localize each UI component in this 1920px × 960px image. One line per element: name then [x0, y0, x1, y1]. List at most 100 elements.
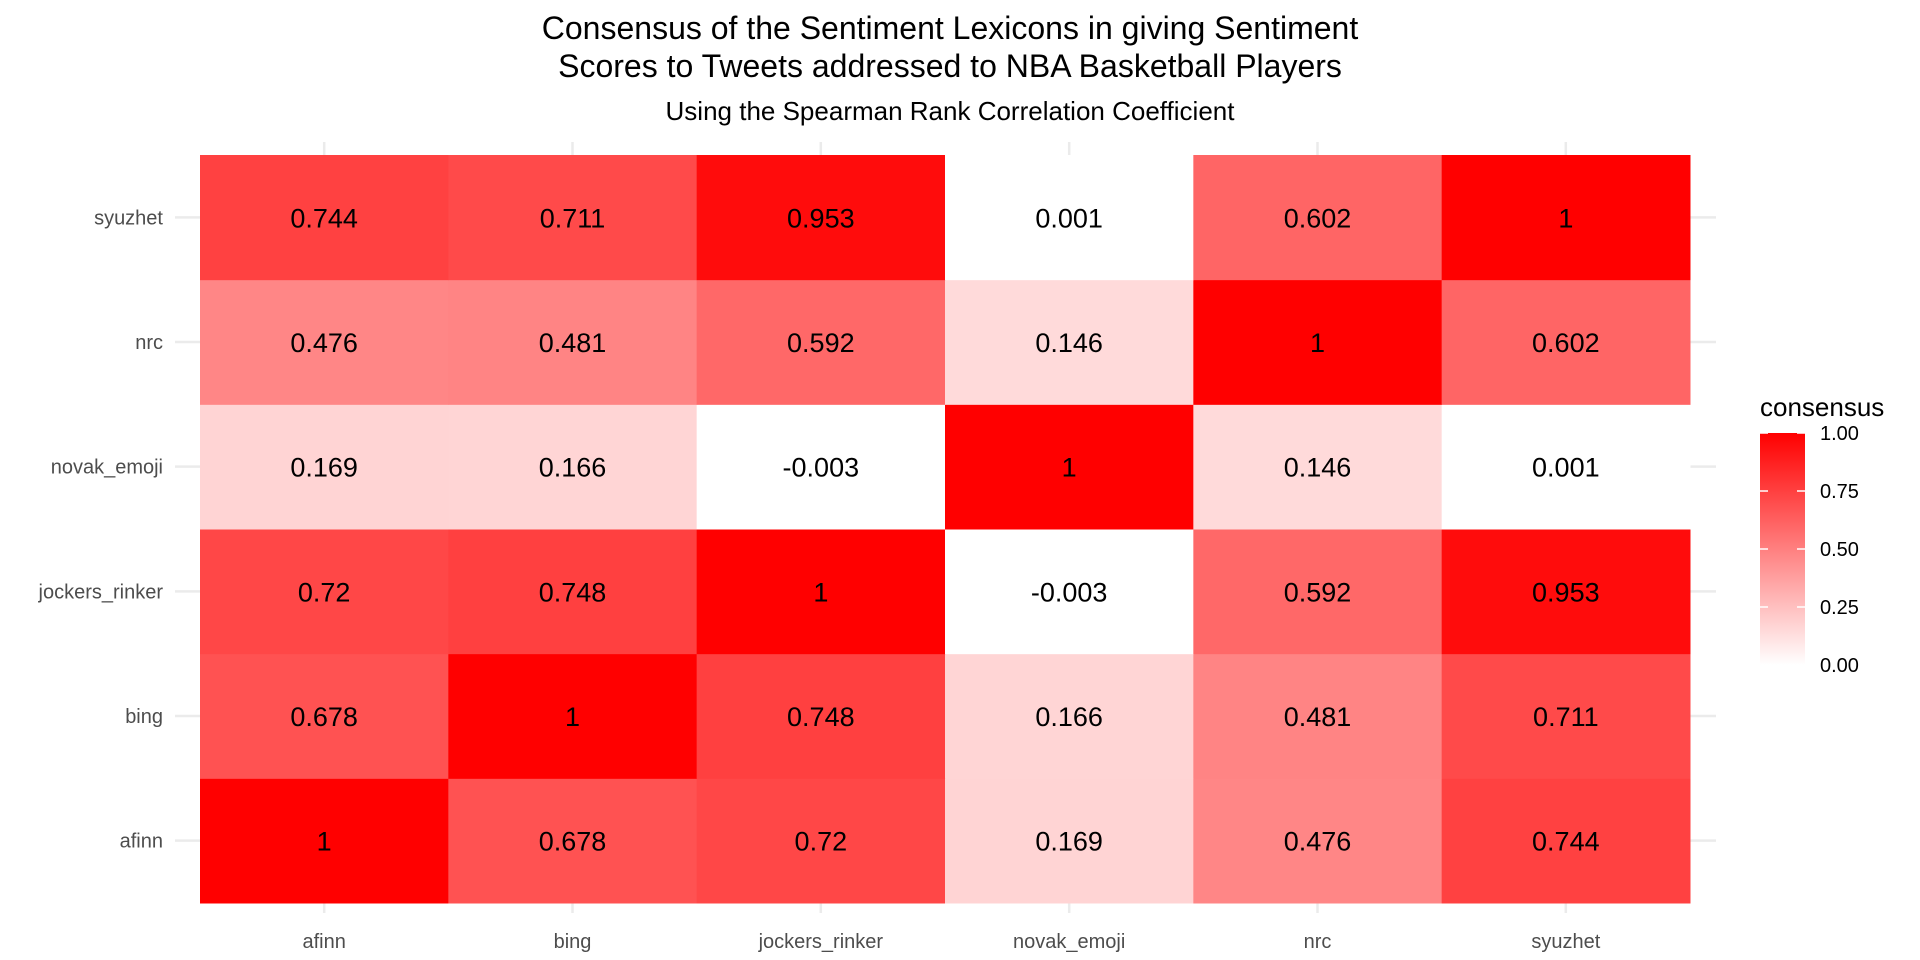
heatmap-cell-jockers_rinker-syuzhet [1441, 529, 1691, 655]
heatmap-cell-nrc-bing [448, 279, 698, 405]
heatmap-cell-label: 1 [1558, 203, 1573, 233]
heatmap-cell-label: 0.953 [787, 203, 855, 233]
heatmap-cell-jockers_rinker-novak_emoji [945, 529, 1194, 655]
heatmap-cell-label: 0.678 [290, 702, 358, 732]
heatmap-cell-label: 1 [1062, 453, 1077, 483]
heatmap-cell-novak_emoji-syuzhet [1441, 404, 1691, 530]
heatmap-cell-syuzhet-afinn [200, 155, 449, 281]
heatmap-cell-label: 1 [1310, 328, 1325, 358]
chart-title-line-2: Scores to Tweets addressed to NBA Basket… [558, 48, 1342, 84]
heatmap-cell-nrc-nrc [1193, 279, 1443, 405]
heatmap-cell-nrc-novak_emoji [945, 279, 1194, 405]
heatmap-cell-label: 0.953 [1532, 577, 1600, 607]
heatmap-cell-label: 0.169 [290, 453, 358, 483]
x-axis-tick-labels: afinn bing jockers_rinker novak_emoji nrc syu… [302, 931, 1600, 953]
heatmap-cell-label: 0.001 [1532, 453, 1600, 483]
heatmap-cell-bing-jockers_rinker [696, 653, 946, 779]
heatmap-cell-nrc-afinn [200, 279, 449, 405]
heatmap-cell-label: 0.744 [1532, 827, 1600, 857]
x-tick-label-afinn: afinn [302, 931, 345, 953]
heatmap-cell-label: 0.748 [539, 577, 607, 607]
y-tick-label-jockers_rinker: jockers_rinker [38, 581, 164, 603]
heatmap-cell-label: -0.003 [1031, 577, 1108, 607]
heatmap-cell-novak_emoji-jockers_rinker [696, 404, 946, 530]
x-tick-label-bing: bing [554, 931, 592, 953]
heatmap-cell-label: 0.72 [298, 577, 351, 607]
chart-subtitle: Using the Spearman Rank Correlation Coef… [666, 96, 1236, 126]
heatmap-cell-nrc-syuzhet [1441, 279, 1691, 405]
heatmap-cell-labels: 1 0.678 0.72 0.169 0.476 0.744 0.678 1 0.748 0.16… [290, 203, 1599, 856]
heatmap-cell-bing-nrc [1193, 653, 1443, 779]
heatmap-cell-label: 0.166 [1035, 702, 1103, 732]
heatmap-cell-syuzhet-syuzhet [1441, 155, 1691, 281]
heatmap-cell-jockers_rinker-nrc [1193, 529, 1443, 655]
x-tick-label-syuzhet: syuzhet [1531, 931, 1600, 953]
heatmap-cell-syuzhet-novak_emoji [945, 155, 1194, 281]
heatmap-cell-novak_emoji-afinn [200, 404, 449, 530]
heatmap-cell-label: 0.592 [787, 328, 855, 358]
heatmap-cell-afinn-novak_emoji [945, 778, 1194, 904]
heatmap-cell-afinn-syuzhet [1441, 778, 1691, 904]
heatmap-cell-jockers_rinker-bing [448, 529, 698, 655]
heatmap-cell-bing-bing [448, 653, 698, 779]
legend-tick-label: 0.25 [1820, 597, 1859, 619]
heatmap-cell-label: 0.476 [1284, 827, 1352, 857]
heatmap-cell-label: 0.481 [539, 328, 607, 358]
x-tick-label-nrc: nrc [1304, 931, 1332, 953]
heatmap-cell-label: 0.592 [1284, 577, 1352, 607]
chart-title: Consensus of the Sentiment Lexicons in g… [542, 10, 1359, 84]
legend-tick-label: 1.00 [1820, 423, 1859, 445]
heatmap-cell-syuzhet-bing [448, 155, 698, 281]
heatmap-cell-novak_emoji-bing [448, 404, 698, 530]
heatmap-cell-label: 0.711 [540, 203, 606, 233]
y-axis-tick-labels: afinn bing jockers_rinker novak_emoji nrc syu… [38, 207, 164, 852]
heatmap-cell-label: 0.72 [795, 827, 848, 857]
heatmap-cell-bing-syuzhet [1441, 653, 1691, 779]
heatmap-cell-label: 1 [317, 827, 332, 857]
heatmap-cell-novak_emoji-nrc [1193, 404, 1443, 530]
heatmap-cell-jockers_rinker-afinn [200, 529, 449, 655]
heatmap-cell-afinn-jockers_rinker [696, 778, 946, 904]
heatmap-cell-label: 0.169 [1035, 827, 1103, 857]
heatmap-cell-afinn-afinn [200, 778, 449, 904]
chart-title-line-1: Consensus of the Sentiment Lexicons in g… [542, 10, 1359, 46]
heatmap-cell-label: 0.146 [1284, 453, 1352, 483]
y-tick-label-afinn: afinn [120, 831, 163, 853]
y-tick-label-nrc: nrc [135, 332, 163, 354]
heatmap-cell-nrc-jockers_rinker [696, 279, 946, 405]
heatmap-cell-label: 0.744 [290, 203, 358, 233]
heatmap-cell-label: 0.166 [539, 453, 607, 483]
heatmap-cell-label: 0.476 [290, 328, 358, 358]
heatmap-cell-label: 0.001 [1035, 203, 1103, 233]
x-tick-label-jockers_rinker: jockers_rinker [758, 931, 884, 953]
heatmap-cells [200, 155, 1691, 904]
heatmap-cell-label: 0.678 [539, 827, 607, 857]
heatmap-cell-label: 0.602 [1284, 203, 1352, 233]
x-tick-label-novak_emoji: novak_emoji [1013, 931, 1125, 953]
heatmap-cell-bing-novak_emoji [945, 653, 1194, 779]
legend-tick-label: 0.00 [1820, 655, 1859, 677]
heatmap-cell-label: 0.711 [1533, 702, 1599, 732]
heatmap-cell-label: 0.602 [1532, 328, 1600, 358]
heatmap-cell-jockers_rinker-jockers_rinker [696, 529, 946, 655]
heatmap-cell-label: 0.748 [787, 702, 855, 732]
legend-tick-label: 0.50 [1820, 539, 1859, 561]
heatmap-cell-novak_emoji-novak_emoji [945, 404, 1194, 530]
legend-title: consensus [1760, 392, 1884, 422]
y-tick-label-novak_emoji: novak_emoji [51, 457, 163, 479]
y-tick-label-syuzhet: syuzhet [94, 207, 163, 229]
heatmap-cell-afinn-nrc [1193, 778, 1443, 904]
legend-ticks: 1.00 0.75 0.50 0.25 0.00 [1760, 423, 1859, 677]
heatmap-cell-syuzhet-jockers_rinker [696, 155, 946, 281]
heatmap-cell-afinn-bing [448, 778, 698, 904]
heatmap-cell-label: -0.003 [783, 453, 860, 483]
heatmap-cell-label: 1 [813, 577, 828, 607]
legend-tick-label: 0.75 [1820, 481, 1859, 503]
heatmap-cell-bing-afinn [200, 653, 449, 779]
heatmap-cell-label: 1 [565, 702, 580, 732]
heatmap-cell-label: 0.146 [1035, 328, 1103, 358]
color-legend: consensus 1.00 0.75 0.50 0.25 0.00 [1760, 392, 1884, 677]
y-tick-label-bing: bing [125, 706, 163, 728]
heatmap-cell-label: 0.481 [1284, 702, 1352, 732]
